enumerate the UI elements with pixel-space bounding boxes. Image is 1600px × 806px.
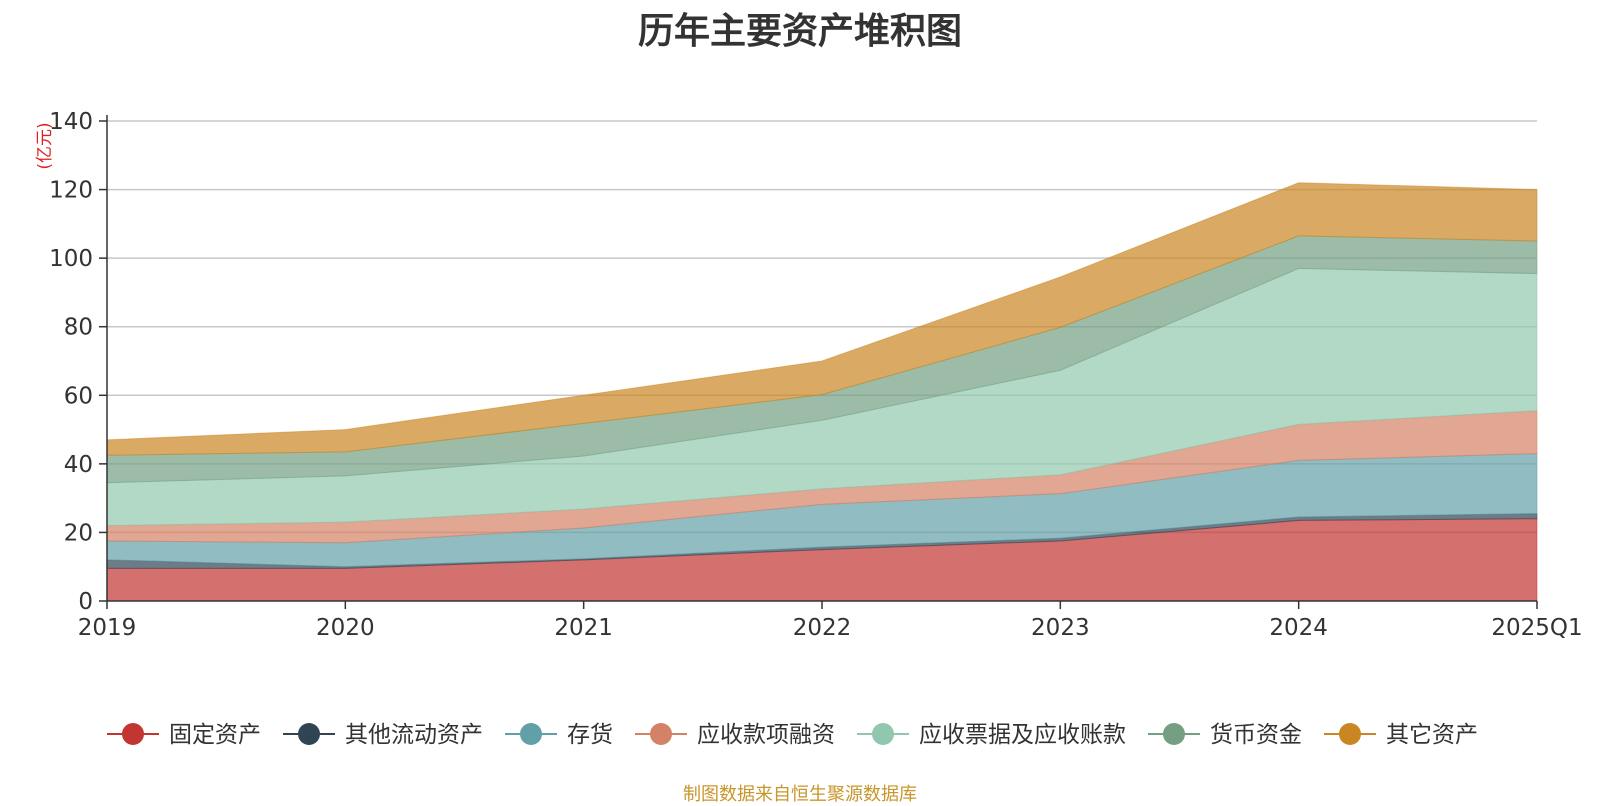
- data-source-note: 制图数据来自恒生聚源数据库: [683, 784, 917, 805]
- legend-label: 其它资产: [1386, 722, 1478, 748]
- y-tick-label: 20: [64, 520, 93, 546]
- x-tick-label: 2020: [316, 615, 375, 641]
- legend-item-应收款项融资[interactable]: 应收款项融资: [635, 722, 835, 748]
- legend-label: 应收款项融资: [697, 722, 835, 748]
- legend-item-货币资金[interactable]: 货币资金: [1148, 722, 1302, 748]
- y-tick-label: 120: [49, 178, 93, 204]
- chart-title: 历年主要资产堆积图: [637, 11, 962, 52]
- y-tick-label: 80: [64, 315, 93, 341]
- legend-label: 货币资金: [1210, 722, 1302, 748]
- x-tick-label: 2023: [1031, 615, 1090, 641]
- x-tick-label: 2022: [793, 615, 852, 641]
- legend-item-其他流动资产[interactable]: 其他流动资产: [283, 722, 483, 748]
- legend-label: 其他流动资产: [345, 722, 483, 748]
- y-axis-unit-label: (亿元): [35, 122, 55, 169]
- axes: 0 20 40 60 80 100 120 140 2019 2020 2021 2022 2023 20…: [35, 109, 1583, 641]
- legend-item-存货[interactable]: 存货: [505, 722, 613, 748]
- x-tick-label: 2021: [554, 615, 613, 641]
- legend-label: 存货: [567, 722, 613, 748]
- legend-marker: [122, 723, 144, 745]
- y-tick-label: 100: [49, 246, 93, 272]
- x-tick-label: 2019: [78, 615, 137, 641]
- legend-item-应收票据及应收账款[interactable]: 应收票据及应收账款: [857, 722, 1126, 748]
- legend-marker: [872, 723, 894, 745]
- area-其它资产: [106, 182, 1538, 456]
- legend-marker: [520, 723, 542, 745]
- legend-marker: [650, 723, 672, 745]
- legend-marker: [298, 723, 320, 745]
- y-tick-label: 40: [64, 452, 93, 478]
- legend-item-固定资产[interactable]: 固定资产: [107, 722, 261, 748]
- x-tick-label: 2025Q1: [1491, 615, 1582, 641]
- legend-label: 应收票据及应收账款: [919, 722, 1126, 748]
- legend-item-其它资产[interactable]: 其它资产: [1324, 722, 1478, 748]
- area-series: [106, 182, 1538, 602]
- legend-marker: [1339, 723, 1361, 745]
- legend-label: 固定资产: [169, 722, 261, 748]
- y-tick-label: 0: [78, 589, 93, 615]
- y-tick-label: 140: [49, 109, 93, 135]
- legend[interactable]: 固定资产 其他流动资产 存货 应收款项融资 应收票据及应收账款 货币资金 其它资产: [107, 722, 1478, 748]
- x-tick-label: 2024: [1269, 615, 1328, 641]
- y-tick-label: 60: [64, 383, 93, 409]
- legend-marker: [1163, 723, 1185, 745]
